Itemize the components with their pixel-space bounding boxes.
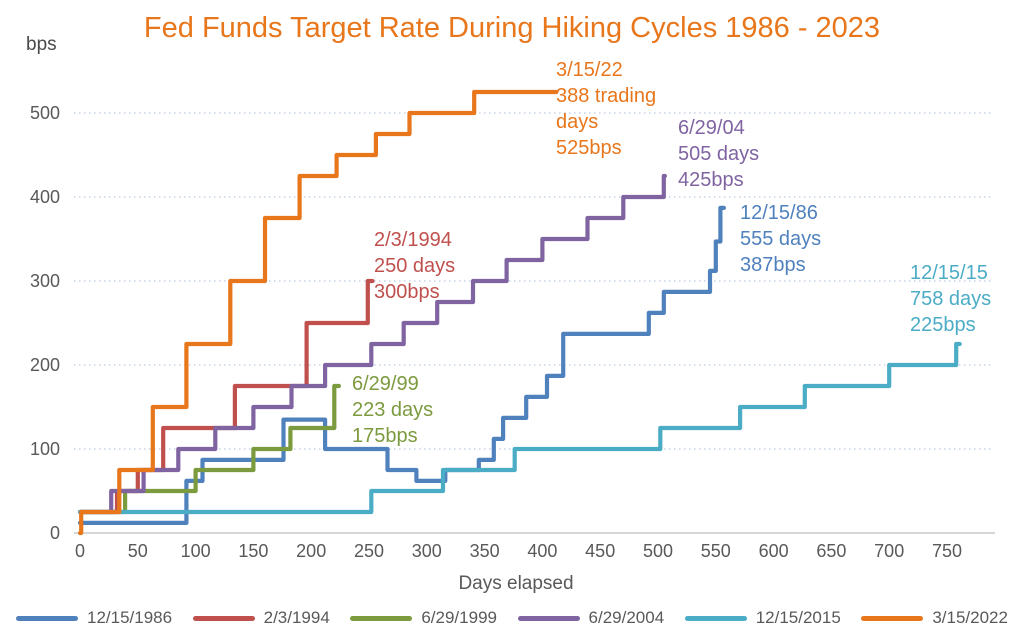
legend-swatch	[192, 615, 255, 621]
legend-label: 6/29/2004	[588, 608, 665, 627]
legend-swatch	[16, 615, 78, 621]
y-tick-100: 100	[30, 439, 60, 459]
annotation-line: 12/15/15	[910, 262, 988, 284]
y-tick-0: 0	[50, 523, 60, 543]
y-axis-tick-labels: 0 100 200 300 400 500	[30, 103, 60, 543]
annotation-line: 223 days	[352, 399, 433, 421]
y-tick-500: 500	[30, 103, 60, 123]
annotation-line: 6/29/04	[678, 117, 745, 139]
y-axis-unit-label: bps	[26, 34, 57, 55]
x-tick-400: 400	[527, 541, 557, 561]
x-tick-750: 750	[932, 541, 962, 561]
annotation-line: 758 days	[910, 288, 991, 310]
x-tick-200: 200	[296, 541, 326, 561]
annotation-4: 12/15/15 758 days 225bps	[910, 262, 991, 336]
legend-item-1: 2/3/1994	[192, 608, 330, 628]
gridlines	[74, 112, 992, 450]
chart-title: Fed Funds Target Rate During Hiking Cycl…	[143, 12, 881, 44]
legend-item-3: 6/29/2004	[517, 608, 665, 628]
y-tick-400: 400	[30, 187, 60, 207]
y-tick-200: 200	[30, 355, 60, 375]
legend-swatch	[684, 615, 747, 621]
legend: 12/15/1986 2/3/1994 6/29/1999 6/29/2004 12/1…	[0, 608, 1024, 628]
series-line-4	[77, 341, 962, 515]
x-tick-50: 50	[128, 541, 148, 561]
annotation-line: 555 days	[740, 228, 821, 250]
annotation-line: 300bps	[374, 281, 440, 303]
annotation-0: 12/15/86 555 days 387bps	[740, 202, 821, 276]
y-tick-300: 300	[30, 271, 60, 291]
annotation-line: 175bps	[352, 425, 418, 447]
legend-label: 2/3/1994	[263, 608, 330, 627]
annotation-2: 6/29/99 223 days 175bps	[352, 373, 433, 447]
series-line-0	[77, 205, 726, 525]
annotation-line: 425bps	[678, 169, 744, 191]
series-line-3	[77, 173, 667, 515]
x-tick-0: 0	[75, 541, 85, 561]
series-line-2	[77, 383, 341, 515]
legend-label: 12/15/1986	[87, 608, 173, 627]
annotation-line: 387bps	[740, 254, 806, 276]
legend-label: 3/15/2022	[932, 608, 1008, 627]
x-tick-350: 350	[470, 541, 500, 561]
x-axis-tick-labels: 0 50 100 150 200 250 300 350 400 450 500 550 600 650 7…	[75, 541, 962, 561]
annotation-line: 388 trading	[556, 85, 656, 107]
annotation-5: 3/15/22 388 trading days 525bps	[556, 59, 656, 159]
annotation-line: 6/29/99	[352, 373, 419, 395]
annotation-1: 2/3/1994 250 days 300bps	[374, 229, 455, 303]
x-tick-250: 250	[354, 541, 384, 561]
series-lines	[77, 89, 962, 536]
series-annotations: 12/15/86 555 days 387bps 2/3/1994 250 days 30…	[352, 59, 991, 447]
x-tick-650: 650	[816, 541, 846, 561]
x-tick-550: 550	[701, 541, 731, 561]
annotation-line: 525bps	[556, 137, 622, 159]
legend-item-0: 12/15/1986	[16, 608, 172, 628]
legend-label: 6/29/1999	[421, 608, 497, 627]
annotation-line: 2/3/1994	[374, 229, 452, 251]
x-tick-600: 600	[759, 541, 789, 561]
x-tick-300: 300	[412, 541, 442, 561]
legend-item-5: 3/15/2022	[861, 608, 1008, 628]
x-tick-700: 700	[874, 541, 904, 561]
series-line-1	[77, 278, 375, 515]
legend-label: 12/15/2015	[755, 608, 841, 627]
annotation-3: 6/29/04 505 days 425bps	[678, 117, 759, 191]
series-line-5	[77, 89, 559, 536]
legend-swatch	[861, 615, 924, 621]
legend-swatch	[517, 615, 580, 621]
annotation-line: 12/15/86	[740, 202, 818, 224]
plot-area: 0 100 200 300 400 500 0 50 100 150 200 250 300 350 40…	[30, 59, 995, 594]
legend-item-4: 12/15/2015	[684, 608, 841, 628]
annotation-line: 505 days	[678, 143, 759, 165]
legend-item-2: 6/29/1999	[350, 608, 497, 628]
legend-swatch	[350, 615, 413, 621]
x-tick-500: 500	[643, 541, 673, 561]
x-tick-450: 450	[585, 541, 615, 561]
x-tick-100: 100	[181, 541, 211, 561]
x-tick-150: 150	[238, 541, 268, 561]
annotation-line: 250 days	[374, 255, 455, 277]
annotation-line: 225bps	[910, 314, 976, 336]
annotation-line: 3/15/22	[556, 59, 623, 81]
x-axis-title: Days elapsed	[458, 573, 573, 594]
annotation-line: days	[556, 111, 598, 133]
